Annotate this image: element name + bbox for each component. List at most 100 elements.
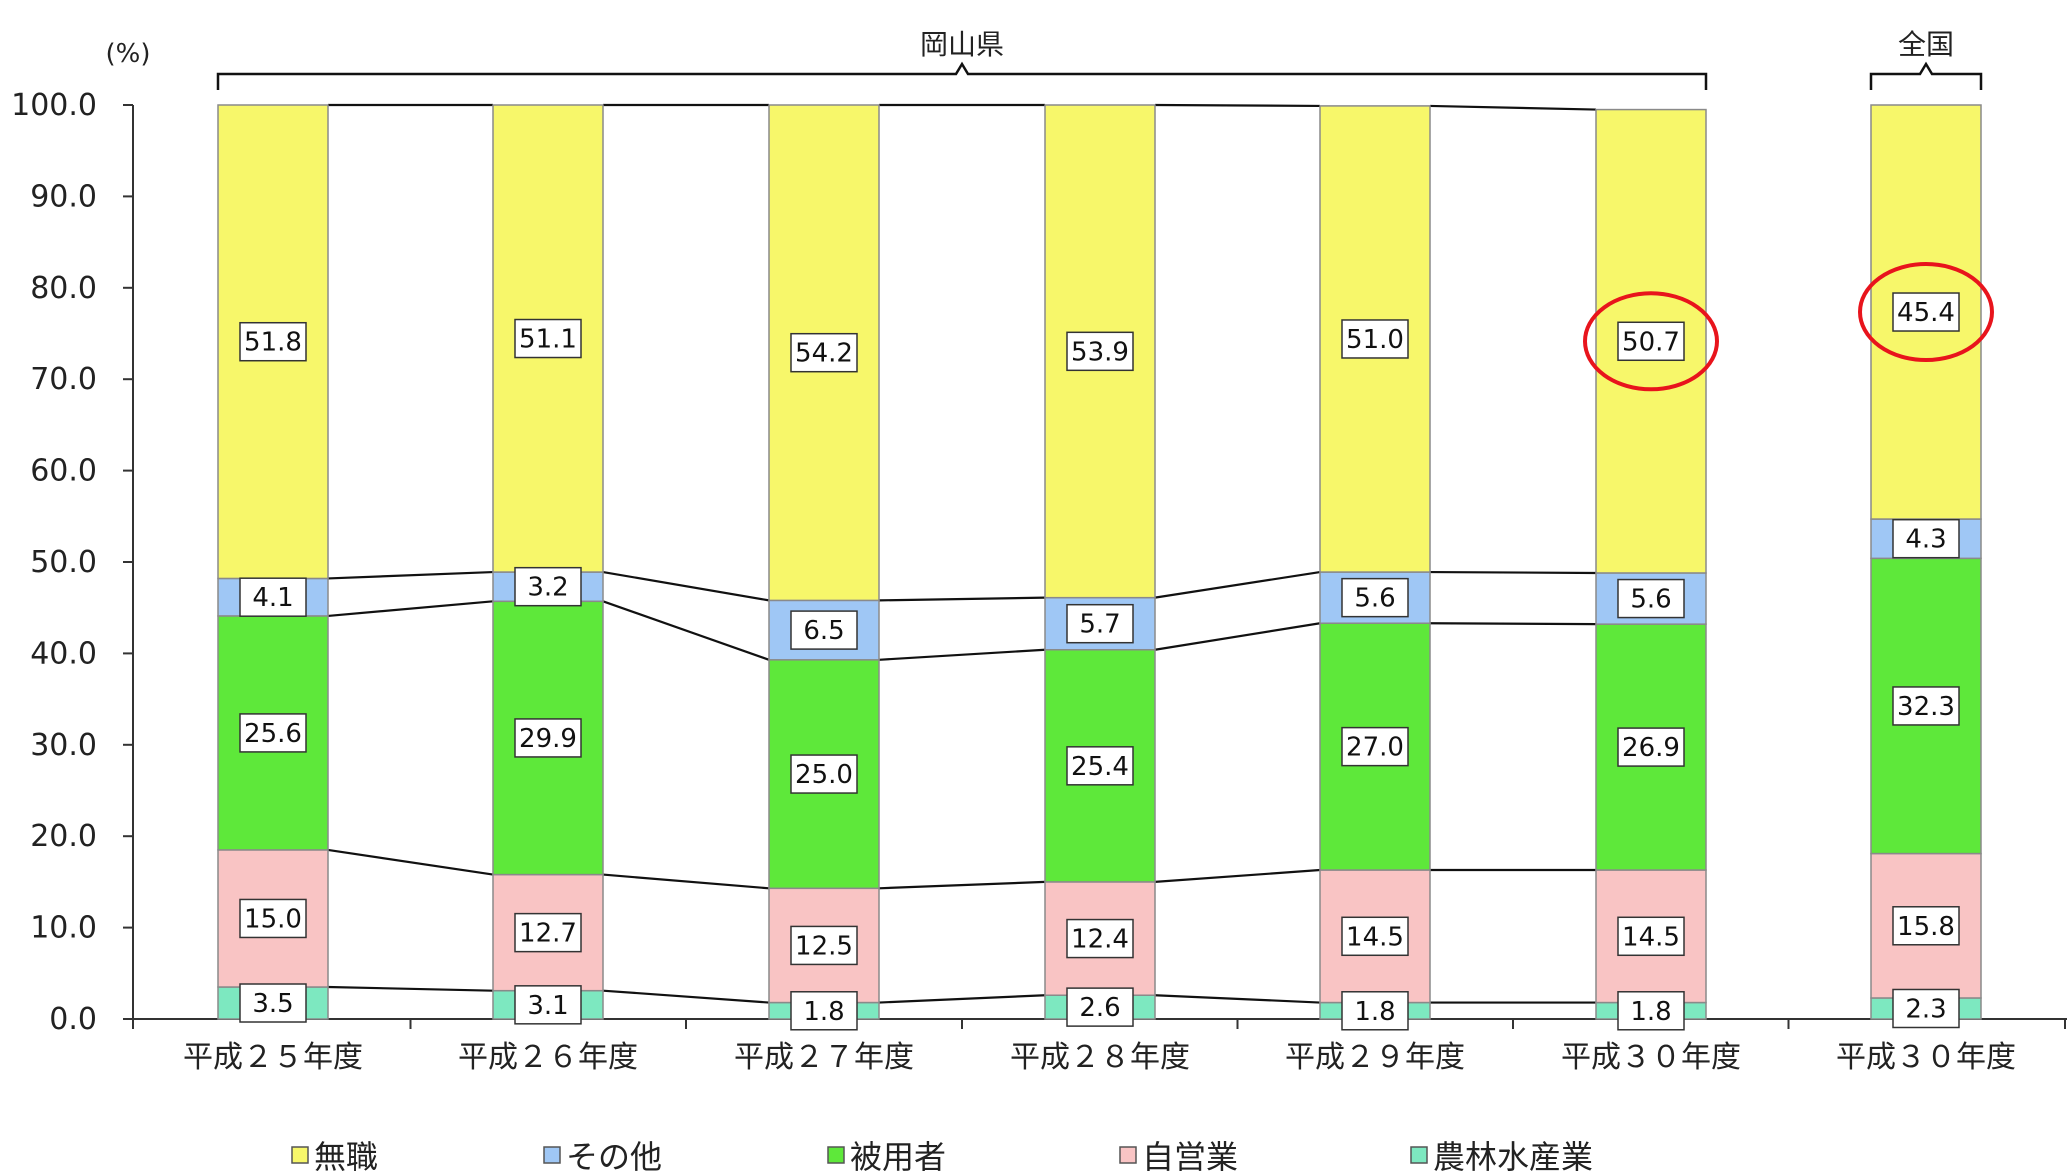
legend-label: 農林水産業 (1433, 1138, 1593, 1175)
data-label-box (239, 321, 307, 362)
connector-line (1429, 104, 1597, 111)
data-label-box (1341, 319, 1409, 359)
connector-line (602, 600, 770, 661)
bars (217, 104, 1982, 1020)
y-tick-label: 0.0 (49, 1002, 97, 1037)
data-label: 26.9 (1622, 733, 1680, 763)
data-label: 1.8 (1630, 997, 1671, 1027)
data-label-box (239, 577, 307, 617)
legend-swatch (291, 1146, 309, 1164)
data-label-box (514, 318, 582, 359)
data-label-box (1066, 918, 1134, 959)
y-tick-label: 40.0 (30, 636, 97, 671)
data-label-box (1617, 321, 1685, 362)
data-label-box (790, 610, 858, 650)
data-label: 25.0 (795, 760, 853, 790)
legend-swatch (1119, 1146, 1137, 1164)
y-tick-label: 10.0 (30, 911, 97, 946)
data-label-box (514, 718, 582, 758)
data-label-box (1892, 906, 1960, 946)
connector-line (878, 648, 1046, 661)
data-label: 2.6 (1079, 993, 1120, 1023)
data-label-box (239, 713, 307, 753)
data-label: 4.3 (1905, 525, 1946, 555)
connector-line (1429, 622, 1597, 626)
y-tick-label: 90.0 (30, 179, 97, 214)
data-label-box (1066, 746, 1134, 786)
group-bracket (1869, 61, 1983, 90)
data-label: 15.0 (244, 904, 302, 934)
bar-segment (217, 615, 329, 851)
y-tick-label: 80.0 (30, 271, 97, 306)
data-label-box (514, 985, 582, 1025)
data-label-box (1892, 988, 1960, 1029)
x-tick-label: 平成２９年度 (1285, 1040, 1465, 1075)
data-label: 54.2 (795, 339, 853, 369)
data-label-box (1341, 916, 1409, 957)
connector-line (327, 570, 494, 580)
data-label-box (1066, 331, 1134, 372)
data-label: 5.6 (1630, 585, 1671, 615)
data-label-box (790, 925, 858, 966)
connector-line (878, 596, 1046, 602)
y-unit-label: (%) (106, 39, 151, 69)
data-label-box (239, 898, 307, 939)
data-label: 51.8 (244, 328, 302, 358)
data-label: 6.5 (803, 616, 844, 646)
x-tick-label: 平成２８年度 (1010, 1040, 1190, 1075)
data-label: 51.1 (519, 325, 577, 355)
data-label-box (1066, 603, 1134, 644)
data-label: 45.4 (1897, 298, 1955, 328)
data-labels: 3.5 3.1 1.8 2.6 1.8 1.8 2.3 15.0 12.7 12.5 12.4 14.… (239, 292, 1960, 1031)
data-label: 3.2 (527, 573, 568, 603)
data-label-box (514, 566, 582, 607)
connector-line (602, 873, 770, 890)
data-label: 53.9 (1071, 337, 1129, 367)
data-label-box (1341, 577, 1409, 618)
x-tick-label: 平成３０年度 (1836, 1040, 2016, 1075)
connector-line (602, 989, 770, 1004)
data-label-box (1617, 991, 1685, 1031)
data-label: 29.9 (519, 724, 577, 754)
connector-line (878, 880, 1046, 890)
legend-swatch (543, 1146, 561, 1164)
connector-line (1154, 994, 1321, 1004)
data-label: 14.5 (1622, 922, 1680, 952)
y-tick-label: 70.0 (30, 362, 97, 397)
x-tick-label: 平成２６年度 (458, 1040, 638, 1075)
data-label-box (1892, 686, 1960, 726)
connector-line (327, 600, 494, 618)
data-label: 51.0 (1346, 325, 1404, 355)
data-label-box (1892, 292, 1960, 332)
data-label-box (514, 912, 582, 953)
data-label: 50.7 (1622, 327, 1680, 357)
data-label: 12.5 (795, 931, 853, 961)
connector-line (602, 570, 770, 602)
data-label: 32.3 (1897, 692, 1955, 722)
data-label: 4.1 (252, 583, 293, 613)
data-label: 2.3 (1905, 994, 1946, 1024)
y-tick-label: 60.0 (30, 454, 97, 489)
connector-line (1154, 868, 1321, 883)
connector-line (1154, 103, 1321, 108)
highlight-circles (1583, 262, 1994, 392)
group-brackets: 岡山県 全国 (216, 28, 1983, 90)
legend-swatch (1410, 1146, 1428, 1164)
x-tick-label: 平成２５年度 (183, 1040, 363, 1075)
data-label: 3.5 (252, 989, 293, 1019)
data-label-box (1341, 991, 1409, 1031)
data-label: 15.8 (1897, 912, 1955, 942)
connector-line (327, 848, 494, 876)
y-tick-label: 50.0 (30, 545, 97, 580)
data-label: 27.0 (1346, 733, 1404, 763)
y-tick-label: 30.0 (30, 728, 97, 763)
connector-lines (327, 103, 1597, 1004)
data-label: 12.4 (1071, 925, 1129, 955)
group-bracket (216, 61, 1708, 90)
data-label-box (1617, 916, 1685, 957)
axes: 0.0 10.0 20.0 30.0 40.0 50.0 60.0 70.0 80.0 90.0 1… (11, 88, 2067, 1075)
connector-line (878, 994, 1046, 1004)
data-label-box (1066, 987, 1134, 1027)
data-label: 12.7 (519, 919, 577, 949)
